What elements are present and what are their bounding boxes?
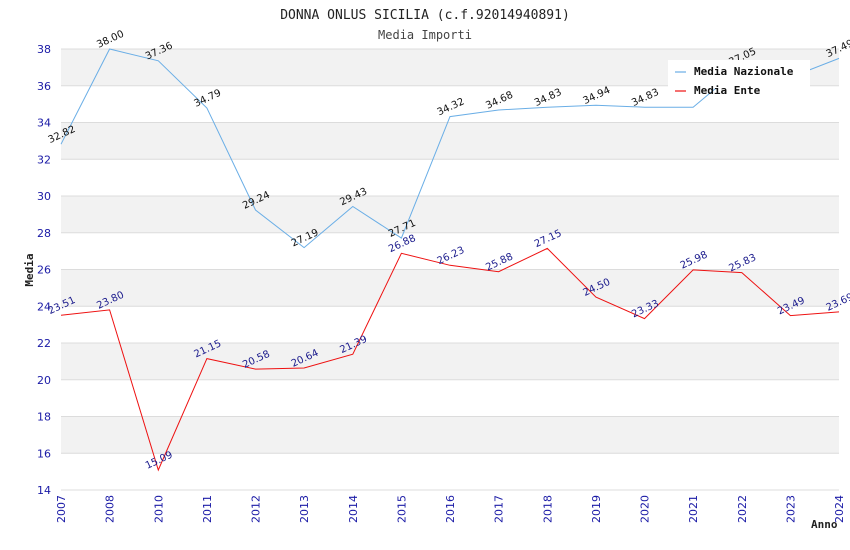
x-tick-2018: 2018 xyxy=(541,495,554,523)
x-tick-2008: 2008 xyxy=(104,495,117,523)
x-tick-2010: 2010 xyxy=(152,495,165,523)
legend-label-media-nazionale: Media Nazionale xyxy=(694,65,794,78)
y-tick-34: 34 xyxy=(37,117,51,130)
grid-lines xyxy=(61,48,839,491)
grid-band xyxy=(61,343,839,380)
x-tick-2012: 2012 xyxy=(250,495,263,523)
x-tick-2017: 2017 xyxy=(493,495,506,523)
x-tick-2011: 2011 xyxy=(201,495,214,523)
x-tick-2015: 2015 xyxy=(395,495,408,523)
grid-band xyxy=(61,122,839,160)
x-axis-label: Anno xyxy=(811,518,838,531)
x-axis-ticks: 2007 2008 2010 2011 2012 2013 2014 2015 2016 2017… xyxy=(55,495,846,523)
series-lines xyxy=(60,48,840,472)
chart-subtitle: Media Importi xyxy=(378,28,472,42)
y-tick-32: 32 xyxy=(37,153,51,166)
grid-band xyxy=(61,416,839,454)
y-tick-24: 24 xyxy=(37,300,51,313)
y-tick-30: 30 xyxy=(37,190,51,203)
data-label-media-nazionale-2020: 34.83 xyxy=(630,87,661,109)
legend-box xyxy=(668,60,810,88)
y-tick-18: 18 xyxy=(37,411,51,424)
y-tick-38: 38 xyxy=(37,43,51,56)
chart-title: DONNA ONLUS SICILIA (c.f.92014940891) xyxy=(280,8,570,23)
data-label-media-ente-2016: 26.23 xyxy=(436,245,467,267)
legend: Media Nazionale Media Ente xyxy=(668,60,810,97)
grid-band xyxy=(61,269,839,307)
data-label-media-nazionale-2008: 38.00 xyxy=(95,29,126,51)
x-tick-2014: 2014 xyxy=(347,495,360,523)
data-label-media-ente-2021: 25.98 xyxy=(679,250,710,272)
data-label-media-nazionale-2019: 34.94 xyxy=(582,85,613,107)
data-label-media-nazionale-2011: 34.79 xyxy=(193,88,224,110)
data-label-media-nazionale-2018: 34.83 xyxy=(533,87,564,109)
y-tick-16: 16 xyxy=(37,447,51,460)
x-tick-2007: 2007 xyxy=(55,495,68,523)
y-tick-28: 28 xyxy=(37,227,51,240)
x-tick-2023: 2023 xyxy=(784,495,797,523)
x-tick-2016: 2016 xyxy=(444,495,457,523)
x-tick-2020: 2020 xyxy=(639,495,652,523)
x-tick-2021: 2021 xyxy=(687,495,700,523)
y-tick-20: 20 xyxy=(37,374,51,387)
series-line-media-nazionale xyxy=(60,48,840,249)
x-tick-2022: 2022 xyxy=(736,495,749,523)
series-line-media-ente xyxy=(60,247,840,472)
grid-band xyxy=(61,196,839,233)
y-axis-ticks: 14 16 18 20 22 24 26 28 30 32 34 36 38 xyxy=(37,43,51,497)
y-tick-22: 22 xyxy=(37,337,51,350)
legend-label-media-ente: Media Ente xyxy=(694,84,761,97)
data-label-media-nazionale-2017: 34.68 xyxy=(484,90,515,112)
y-tick-36: 36 xyxy=(37,80,51,93)
y-tick-14: 14 xyxy=(37,484,51,497)
x-tick-2024: 2024 xyxy=(833,495,846,523)
x-tick-2013: 2013 xyxy=(298,495,311,523)
y-tick-26: 26 xyxy=(37,264,51,277)
x-tick-2019: 2019 xyxy=(590,495,603,523)
y-axis-label: Media xyxy=(23,253,36,286)
